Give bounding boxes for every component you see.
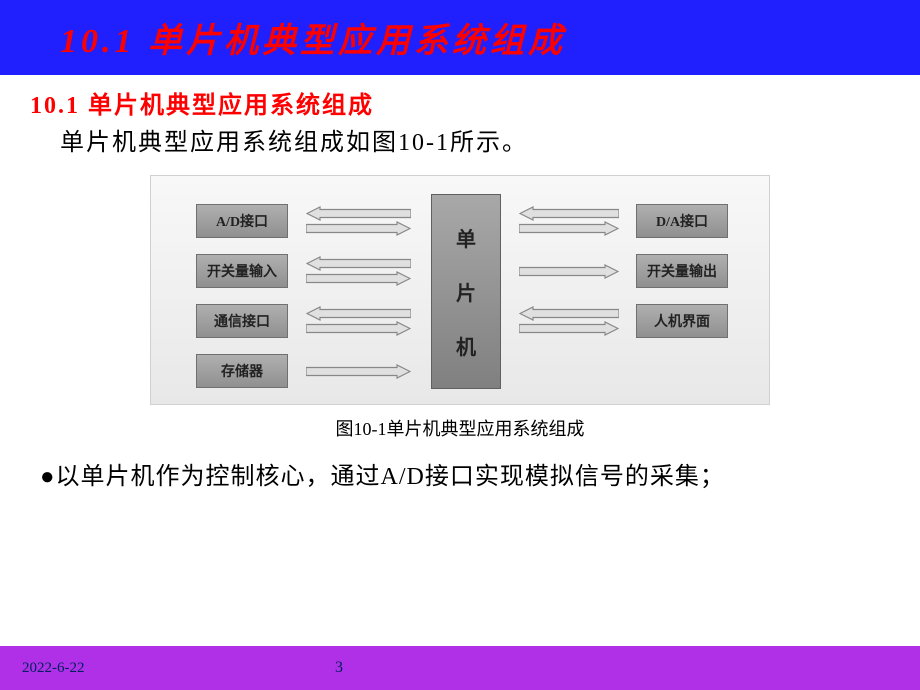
module-storage: 存储器 bbox=[196, 354, 288, 388]
module-ad: A/D接口 bbox=[196, 204, 288, 238]
module-da: D/A接口 bbox=[636, 204, 728, 238]
arrow-left-3 bbox=[306, 306, 411, 336]
arrow-right-3 bbox=[519, 306, 619, 336]
arrow-right-2 bbox=[519, 264, 619, 279]
center-char-2: 片 bbox=[456, 277, 476, 306]
diagram-container: 单 片 机 A/D接口 开关量输入 通信接口 存储器 D/A接口 开关量输出 人… bbox=[30, 175, 890, 405]
arrow-left-4 bbox=[306, 364, 411, 379]
section-title: 10.1 单片机典型应用系统组成 bbox=[30, 85, 890, 120]
module-hmi: 人机界面 bbox=[636, 304, 728, 338]
arrow-left-2 bbox=[306, 256, 411, 286]
center-mcu-block: 单 片 机 bbox=[431, 194, 501, 389]
footer-page: 3 bbox=[335, 659, 343, 677]
slide-footer: 2022-6-22 3 bbox=[0, 646, 920, 690]
bullet-text: ●以单片机作为控制核心，通过A/D接口实现模拟信号的采集； bbox=[30, 459, 890, 496]
intro-text: 单片机典型应用系统组成如图10-1所示。 bbox=[60, 122, 890, 157]
module-switch-out: 开关量输出 bbox=[636, 254, 728, 288]
footer-date: 2022-6-22 bbox=[22, 660, 85, 677]
slide-header: 10.1 单片机典型应用系统组成 bbox=[0, 0, 920, 75]
arrow-left-1 bbox=[306, 206, 411, 236]
module-comm: 通信接口 bbox=[196, 304, 288, 338]
center-char-1: 单 bbox=[456, 223, 476, 252]
arrow-right-1 bbox=[519, 206, 619, 236]
module-switch-in: 开关量输入 bbox=[196, 254, 288, 288]
center-char-3: 机 bbox=[456, 331, 476, 360]
diagram-caption: 图10-1单片机典型应用系统组成 bbox=[30, 415, 890, 441]
block-diagram: 单 片 机 A/D接口 开关量输入 通信接口 存储器 D/A接口 开关量输出 人… bbox=[150, 175, 770, 405]
slide-content: 10.1 单片机典型应用系统组成 单片机典型应用系统组成如图10-1所示。 单 … bbox=[0, 75, 920, 496]
header-title: 10.1 单片机典型应用系统组成 bbox=[60, 13, 566, 62]
